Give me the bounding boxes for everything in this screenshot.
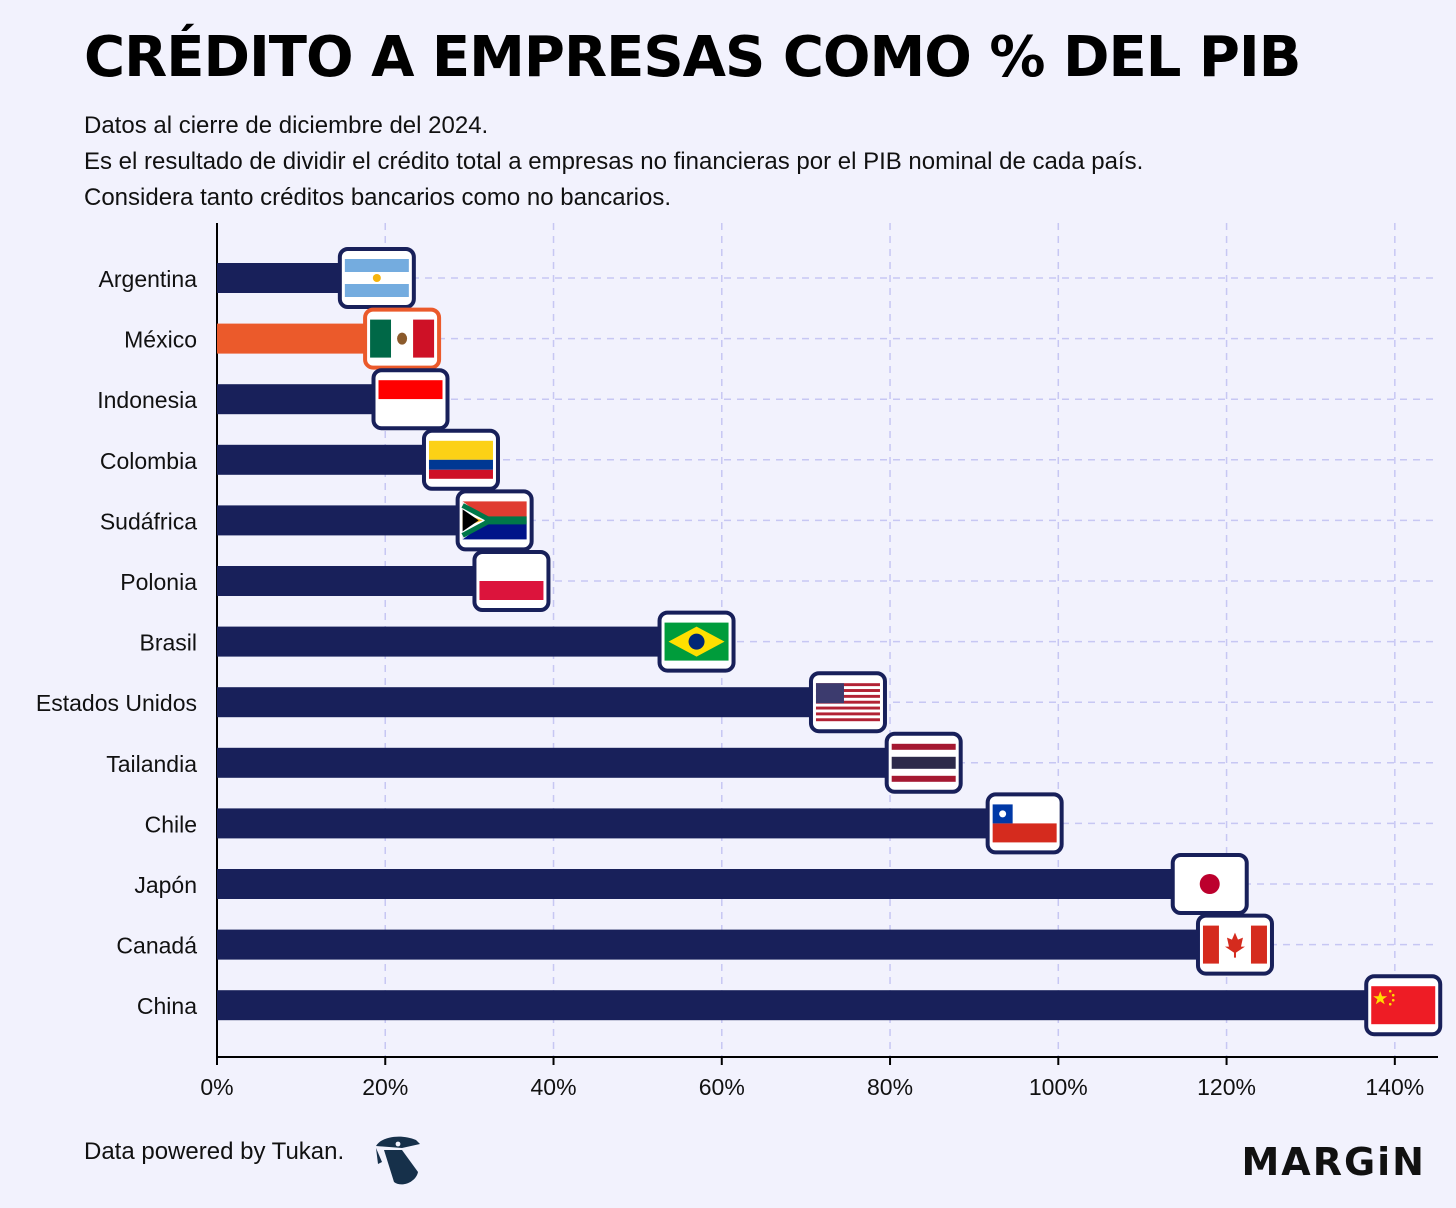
- x-tick-label: 40%: [530, 1074, 576, 1100]
- data-source: Data powered by Tukan.: [84, 1138, 345, 1165]
- brand-logo: MARGiN: [1241, 1140, 1426, 1184]
- bar: [217, 687, 848, 718]
- y-tick-label: Brasil: [139, 630, 197, 656]
- x-tick-label: 0%: [200, 1074, 233, 1100]
- subtitle-line: Es el resultado de dividir el crédito to…: [84, 148, 1144, 175]
- bar-chart: 0% 20% 40% 60% 80% 100% 120% 140% Argentina Méxic…: [36, 223, 1443, 1100]
- tukan-logo-icon: [376, 1136, 420, 1185]
- subtitle-line: Datos al cierre de diciembre del 2024.: [84, 112, 489, 139]
- chile-flag-icon: [985, 792, 1064, 855]
- y-tick-label: Polonia: [120, 569, 197, 595]
- x-tick-label: 120%: [1197, 1074, 1256, 1100]
- y-tick-label: Estados Unidos: [36, 690, 197, 716]
- bar: [217, 747, 924, 778]
- x-tick-label: 80%: [867, 1074, 913, 1100]
- poland-flag-icon: [472, 550, 551, 612]
- mexico-flag-icon: [363, 307, 442, 370]
- y-tick-label: Chile: [145, 811, 197, 837]
- y-tick-label: China: [137, 993, 197, 1019]
- bar: [217, 808, 1025, 839]
- chart-title: CRÉDITO A EMPRESAS COMO % DEL PIB: [84, 25, 1301, 90]
- usa-flag-icon: [808, 671, 887, 734]
- bar: [217, 929, 1235, 960]
- brazil-flag-icon: [657, 610, 736, 673]
- y-tick-label: México: [124, 327, 197, 353]
- y-tick-label: Tailandia: [106, 751, 197, 777]
- china-flag-icon: [1364, 974, 1443, 1037]
- x-tick-label: 20%: [362, 1074, 408, 1100]
- bar: [217, 505, 495, 536]
- canada-flag-icon: [1195, 913, 1274, 976]
- y-tick-label: Canadá: [116, 933, 197, 959]
- colombia-flag-icon: [421, 428, 500, 491]
- bar: [217, 869, 1210, 899]
- indonesia-flag-icon: [371, 368, 450, 431]
- chart-subtitle: Datos al cierre de diciembre del 2024. E…: [84, 108, 1143, 216]
- y-tick-label: Colombia: [100, 448, 197, 474]
- y-tick-label: Japón: [134, 872, 197, 898]
- thailand-flag-icon: [884, 731, 963, 794]
- x-tick-label: 60%: [699, 1074, 745, 1100]
- bar: [217, 626, 697, 657]
- bar: [217, 444, 461, 475]
- japan-flag-icon: [1170, 853, 1249, 915]
- y-tick-label: Argentina: [99, 266, 198, 292]
- subtitle-line: Considera tanto créditos bancarios como …: [84, 184, 671, 211]
- x-tick-label: 100%: [1029, 1074, 1088, 1100]
- y-tick-label: Indonesia: [97, 387, 197, 413]
- bar: [217, 990, 1404, 1021]
- argentina-flag-icon: [337, 247, 416, 309]
- x-tick-label: 140%: [1365, 1074, 1424, 1100]
- bar: [217, 566, 512, 596]
- y-tick-label: Sudáfrica: [100, 508, 197, 534]
- south-africa-flag-icon: [455, 489, 534, 552]
